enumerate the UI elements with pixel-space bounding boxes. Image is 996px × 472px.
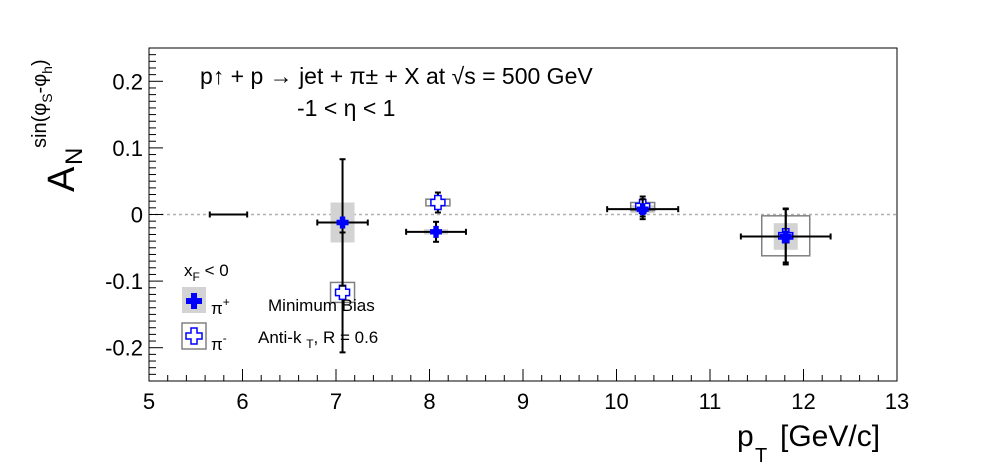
legend-pi-plus-marker xyxy=(186,293,202,309)
y-tick-label: 0.2 xyxy=(112,69,143,94)
pi-plus-point xyxy=(430,225,443,238)
legend-pi-minus-label: π- xyxy=(211,331,227,354)
y-tick-label: 0.1 xyxy=(112,136,143,161)
y-tick-label: 0 xyxy=(131,203,143,228)
svg-text:p: p xyxy=(737,420,754,453)
y-tick-label: -0.1 xyxy=(105,269,143,294)
title-line-2: -1 < η < 1 xyxy=(297,95,395,121)
svg-text:sin(φS-φh): sin(φS-φh) xyxy=(29,59,55,148)
axes: 5 6 7 8 9 10 11 12 13 -0.2 -0.1 0 0.1 0.2 xyxy=(105,47,909,414)
x-tick-label: 8 xyxy=(423,389,435,414)
svg-text:N: N xyxy=(61,148,88,165)
x-tick-label: 5 xyxy=(143,389,155,414)
legend-header: xF < 0 xyxy=(184,261,229,284)
legend-pi-plus-label: π+ xyxy=(211,295,230,318)
x-tick-label: 10 xyxy=(604,389,628,414)
pi-minus-point xyxy=(334,284,351,301)
legend: xF < 0 π+ Minimum Bias π- Anti-k T, R = … xyxy=(181,261,378,354)
data-layer xyxy=(208,158,832,354)
pi-plus-point xyxy=(779,230,792,243)
svg-text:T: T xyxy=(755,445,767,467)
y-axis-label: A N sin(φS-φh) xyxy=(29,59,88,192)
x-tick-label: 9 xyxy=(517,389,529,414)
pi-plus-point xyxy=(636,203,649,216)
x-tick-label: 7 xyxy=(330,389,342,414)
svg-text:A: A xyxy=(41,166,83,192)
title-line-1: p↑ + p → jet + π± + X at √s = 500 GeV xyxy=(200,63,593,89)
legend-pi-minus-note: Anti-k T, R = 0.6 xyxy=(258,328,378,351)
x-tick-label: 13 xyxy=(885,389,909,414)
y-tick-label: -0.2 xyxy=(105,336,143,361)
pi-plus-point xyxy=(336,216,349,229)
svg-text:[GeV/c]: [GeV/c] xyxy=(780,420,880,453)
x-tick-label: 6 xyxy=(236,389,248,414)
x-tick-label: 12 xyxy=(791,389,815,414)
x-axis-label: p T [GeV/c] xyxy=(737,420,880,467)
legend-pi-minus-marker xyxy=(185,327,203,345)
legend-pi-plus-note: Minimum Bias xyxy=(268,296,375,315)
x-tick-label: 11 xyxy=(699,389,722,414)
pi-minus-point xyxy=(430,194,446,211)
